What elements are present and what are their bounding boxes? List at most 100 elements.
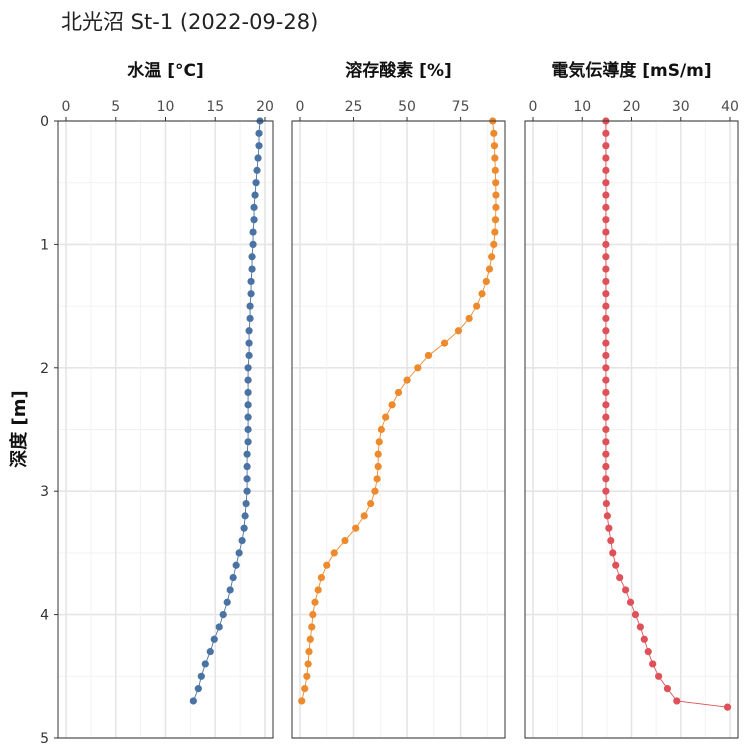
data-point (602, 462, 610, 471)
data-point (229, 573, 237, 582)
data-point (473, 302, 481, 310)
data-point (424, 351, 433, 360)
data-point (305, 648, 313, 656)
data-point (189, 697, 197, 705)
data-point (377, 425, 385, 434)
x-tick-label: 30 (672, 99, 690, 115)
data-point (306, 635, 314, 643)
data-point (602, 364, 610, 372)
data-point (602, 438, 610, 446)
data-point (206, 648, 214, 656)
data-point (360, 512, 368, 520)
data-point (602, 240, 610, 248)
data-point (602, 290, 610, 298)
data-point (245, 351, 253, 360)
data-point (255, 142, 263, 150)
y-tick-label: 3 (40, 484, 49, 500)
data-point (621, 586, 630, 594)
data-point (602, 425, 610, 434)
x-tick-label: 10 (573, 99, 591, 115)
data-point (394, 388, 403, 397)
data-point (602, 314, 610, 323)
data-point (311, 598, 319, 606)
data-point (492, 191, 500, 199)
data-point (247, 277, 255, 286)
data-point (226, 586, 234, 594)
data-point (490, 129, 498, 137)
panel-title: 溶存酸素 [%] (345, 60, 452, 81)
data-point (602, 401, 610, 409)
data-point (602, 203, 610, 211)
data-point (244, 438, 252, 446)
data-point (602, 216, 610, 224)
data-point (249, 228, 257, 236)
data-point (194, 685, 202, 693)
data-point (253, 166, 261, 174)
data-point (602, 179, 610, 187)
data-point (247, 290, 255, 298)
data-point (626, 598, 635, 606)
x-tick-label: 0 (62, 99, 71, 115)
y-tick-label: 1 (40, 237, 49, 253)
data-point (255, 129, 263, 137)
data-point (242, 499, 250, 508)
data-point (308, 623, 316, 631)
data-point (488, 253, 496, 261)
data-point (602, 166, 610, 174)
data-point (375, 438, 383, 446)
data-point (491, 228, 499, 236)
data-point (602, 129, 610, 137)
data-point (723, 703, 732, 711)
data-point (314, 586, 322, 594)
data-point (640, 635, 648, 643)
data-point (478, 290, 486, 298)
data-point (602, 499, 610, 508)
data-point (352, 524, 360, 532)
data-point (241, 512, 249, 520)
data-point (303, 672, 311, 680)
data-point (602, 339, 610, 347)
data-point (244, 401, 252, 409)
data-point (244, 388, 252, 397)
data-point (440, 339, 449, 347)
data-point (663, 685, 672, 693)
data-point (602, 154, 610, 162)
data-point (654, 672, 663, 680)
data-point (403, 376, 411, 384)
data-point (482, 277, 490, 286)
data-point (210, 635, 218, 643)
data-point (609, 549, 617, 557)
data-point (219, 611, 227, 619)
data-point (602, 142, 610, 150)
data-point (631, 611, 640, 619)
data-point (605, 524, 613, 532)
data-point (323, 561, 331, 569)
data-point (374, 450, 382, 458)
data-point (465, 314, 473, 323)
panel-2: 0 25 50 75 溶存酸素 [%] (291, 60, 506, 739)
data-point (612, 561, 620, 569)
panel-border (524, 120, 739, 739)
x-tick-label: 75 (452, 99, 470, 115)
x-tick-label: 0 (529, 99, 538, 115)
data-point (602, 450, 610, 458)
data-point (649, 660, 657, 668)
y-tick-label: 2 (40, 361, 49, 377)
data-point (248, 265, 256, 273)
data-point (673, 697, 681, 705)
data-point (602, 327, 610, 335)
data-point (301, 685, 309, 693)
data-point (491, 216, 500, 224)
data-point (246, 314, 254, 323)
data-point (215, 623, 223, 631)
data-point (454, 327, 463, 335)
data-point (232, 561, 240, 569)
data-point (304, 660, 312, 668)
data-point (602, 413, 610, 421)
data-point (603, 512, 611, 520)
data-point (373, 475, 381, 483)
data-point (244, 413, 252, 421)
data-point (250, 203, 258, 211)
data-point (251, 191, 259, 199)
data-point (223, 598, 231, 606)
